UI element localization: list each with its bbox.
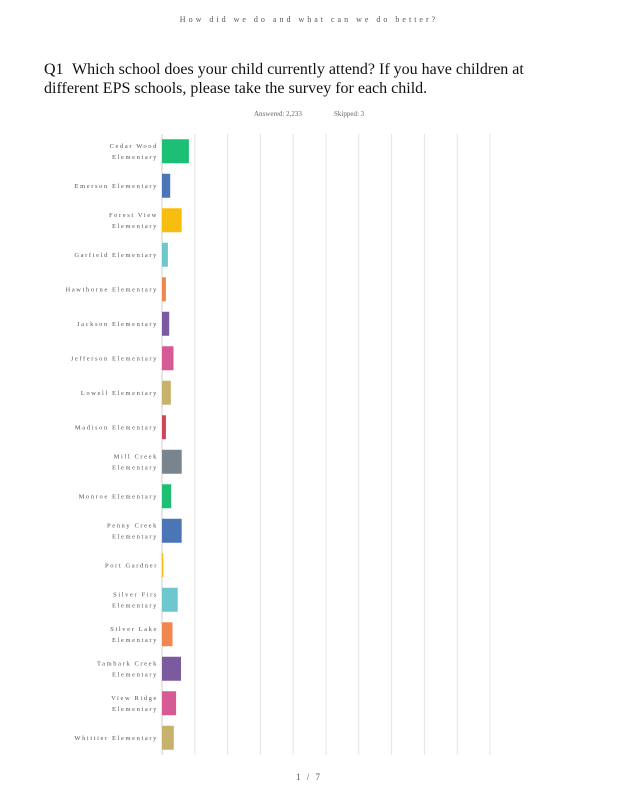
category-label: Emerson Elementary [75,183,159,190]
category-label: Monroe Elementary [79,493,158,500]
bar [162,622,173,647]
category-label: Jackson Elementary [77,321,158,328]
bar [162,553,164,578]
bar [162,725,174,750]
bar-chart: Cedar Wood Elementary Emerson Elementary Fo… [66,134,491,755]
category-label: Cedar Wood Elementary [110,143,158,161]
page-number: 1 / 7 [295,772,322,782]
category-label: Penny Creek Elementary [107,522,158,540]
bar [162,346,174,371]
answered-count: Answered: 2,233 [254,110,302,118]
category-label: Port Gardner [105,562,158,569]
bar [162,415,166,440]
question-text: Which school does your child currently a… [44,61,524,97]
category-label: Garfield Elementary [74,252,158,259]
category-label: Lowell Elementary [81,390,158,397]
category-label: Silver Lake Elementary [110,626,158,644]
category-label: Silver Firs Elementary [112,591,158,609]
bar [162,484,172,509]
skipped-count: Skipped: 3 [334,110,365,118]
category-label: View Ridge Elementary [111,695,158,713]
category-label: Jefferson Elementary [71,355,158,362]
bar [162,518,182,543]
bar [162,380,171,405]
bar [162,242,168,267]
survey-title: How did we do and what can we do better? [179,15,439,24]
bar [162,277,166,302]
bar [162,208,182,233]
bar [162,587,178,612]
bar [162,139,189,164]
bar [162,691,177,716]
category-label: Mill Creek Elementary [112,453,158,471]
category-label: Madison Elementary [75,424,158,431]
bar [162,656,182,681]
question-number: Q1 [44,61,64,78]
category-label: Tambark Creek Elementary [97,660,158,678]
bar [162,449,182,474]
category-label: Whittier Elementary [74,735,158,742]
bar [162,173,171,198]
question-block: Q1 Which school does your child currently… [44,60,524,98]
category-label: Forest View Elementary [109,212,158,230]
bar [162,311,170,336]
category-label: Hawthorne Elementary [66,286,158,293]
